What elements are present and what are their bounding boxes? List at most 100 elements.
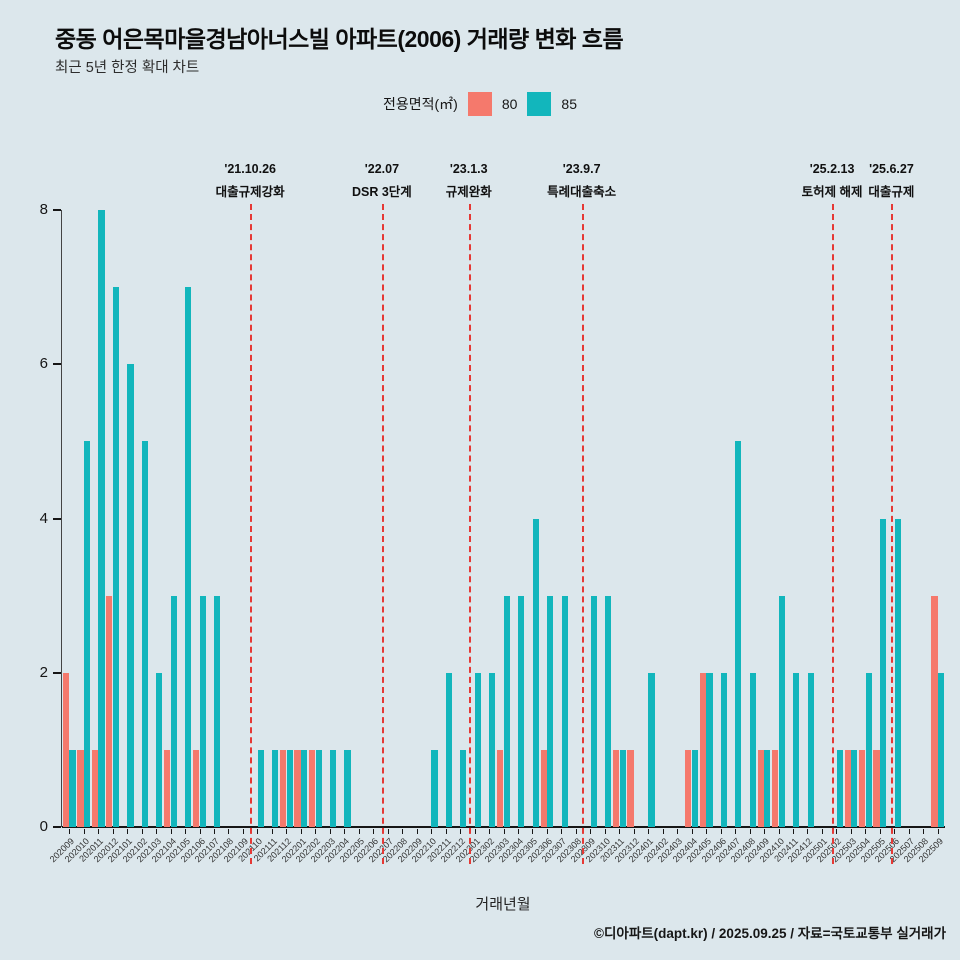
bar-202401-85 xyxy=(648,672,655,827)
x-tick-mark xyxy=(358,829,360,834)
x-tick-mark xyxy=(329,829,331,834)
x-tick-mark xyxy=(402,829,404,834)
bar-202506-85 xyxy=(894,518,901,827)
bar-202210-85 xyxy=(431,749,438,827)
bar-202306-85 xyxy=(547,595,554,827)
bar-202411-85 xyxy=(793,672,800,827)
x-tick-mark xyxy=(778,829,780,834)
bar-202012-85 xyxy=(112,287,120,827)
bar-202202-85 xyxy=(315,749,322,827)
x-tick-mark xyxy=(431,829,433,834)
x-tick-mark xyxy=(937,829,939,834)
bar-202103-85 xyxy=(156,672,163,827)
bar-202201-80 xyxy=(294,749,301,827)
x-tick-mark xyxy=(213,829,215,834)
event-date-6: '25.6.27 xyxy=(869,162,914,176)
bar-202410-85 xyxy=(778,595,785,827)
bar-202404-80 xyxy=(685,749,692,827)
y-tick-label-2: 2 xyxy=(39,663,48,681)
x-tick-mark xyxy=(850,829,852,834)
x-tick-mark xyxy=(561,829,563,834)
footer-credit: ©디아파트(dapt.kr) / 2025.09.25 / 자료=국토교통부 실… xyxy=(594,926,946,941)
bar-202012-80 xyxy=(106,595,113,827)
legend-label-85: 85 xyxy=(561,96,577,112)
bar-202505-85 xyxy=(880,518,887,827)
bar-202509-80 xyxy=(931,595,938,827)
x-tick-mark xyxy=(706,829,708,834)
bar-202204-85 xyxy=(344,749,351,827)
bar-202408-85 xyxy=(749,672,756,827)
bar-202504-80 xyxy=(858,749,866,827)
bar-202009-80 xyxy=(62,672,70,827)
bar-202405-80 xyxy=(699,672,706,827)
y-tick-label-4: 4 xyxy=(39,509,48,527)
x-tick-mark xyxy=(923,829,925,834)
x-tick-mark xyxy=(604,829,606,834)
x-tick-mark xyxy=(257,829,259,834)
x-tick-mark xyxy=(793,829,794,834)
x-tick-mark xyxy=(242,829,244,834)
x-tick-mark xyxy=(720,829,722,834)
x-tick-mark xyxy=(619,829,621,834)
bar-202106-85 xyxy=(199,595,206,827)
legend-title: 전용면적(㎡) xyxy=(382,96,458,112)
x-tick-mark xyxy=(83,829,85,834)
x-tick-mark xyxy=(807,829,809,834)
x-tick-mark xyxy=(271,829,273,834)
x-axis-line xyxy=(62,826,945,828)
x-tick-mark xyxy=(170,829,172,834)
y-tick-mark xyxy=(53,209,61,211)
y-tick-mark xyxy=(53,363,61,366)
x-tick-mark xyxy=(894,829,896,834)
bar-202509-85 xyxy=(937,672,945,827)
x-tick-mark xyxy=(532,829,534,834)
x-tick-mark xyxy=(98,829,100,834)
legend-swatch-85 xyxy=(527,92,552,116)
event-line-2 xyxy=(381,204,384,864)
bar-202305-85 xyxy=(532,518,539,827)
x-tick-mark xyxy=(344,829,346,834)
x-axis-title: 거래년월 xyxy=(475,896,531,913)
bar-202412-85 xyxy=(807,672,814,827)
x-tick-mark xyxy=(315,829,317,834)
y-tick-mark xyxy=(53,671,61,674)
bar-202505-80 xyxy=(873,749,880,827)
bar-202306-80 xyxy=(540,749,547,827)
bar-202101-85 xyxy=(127,364,134,827)
bar-202211-85 xyxy=(445,672,452,827)
x-tick-mark xyxy=(662,829,664,834)
plot-area: 0 2 4 6 8 202009 202010 202011 202012 202101 20210… xyxy=(40,162,945,864)
bar-202107-85 xyxy=(214,595,221,827)
event-line-1 xyxy=(250,204,253,864)
x-tick-mark xyxy=(387,829,389,834)
bar-202212-85 xyxy=(460,749,467,827)
bar-202405-85 xyxy=(706,672,713,827)
bar-202106-80 xyxy=(193,749,200,827)
legend-swatch-80 xyxy=(467,92,492,116)
x-tick-mark xyxy=(590,829,592,834)
bar-202503-85 xyxy=(851,749,858,827)
bar-202502-85 xyxy=(836,749,843,827)
legend-label-80: 80 xyxy=(501,96,518,112)
bar-202010-85 xyxy=(83,441,91,827)
event-line-6 xyxy=(891,204,894,864)
x-tick-mark xyxy=(764,829,766,834)
bar-202112-85 xyxy=(286,749,293,827)
bar-202105-85 xyxy=(185,287,192,827)
x-tick-mark xyxy=(517,829,519,834)
y-tick-mark xyxy=(53,826,61,828)
bar-202011-80 xyxy=(91,749,98,827)
x-tick-mark xyxy=(185,829,187,834)
x-tick-mark xyxy=(373,829,375,834)
x-tick-mark xyxy=(749,829,751,834)
event-line-4 xyxy=(581,204,584,864)
bar-202503-80 xyxy=(844,749,851,827)
x-tick-mark xyxy=(112,829,114,834)
bar-202410-80 xyxy=(772,749,779,827)
event-label-5: 토허제 해제 xyxy=(801,185,863,199)
y-axis-line xyxy=(61,210,62,827)
x-tick-mark xyxy=(460,829,462,834)
x-tick-mark xyxy=(416,829,418,834)
bar-202409-80 xyxy=(757,749,764,827)
